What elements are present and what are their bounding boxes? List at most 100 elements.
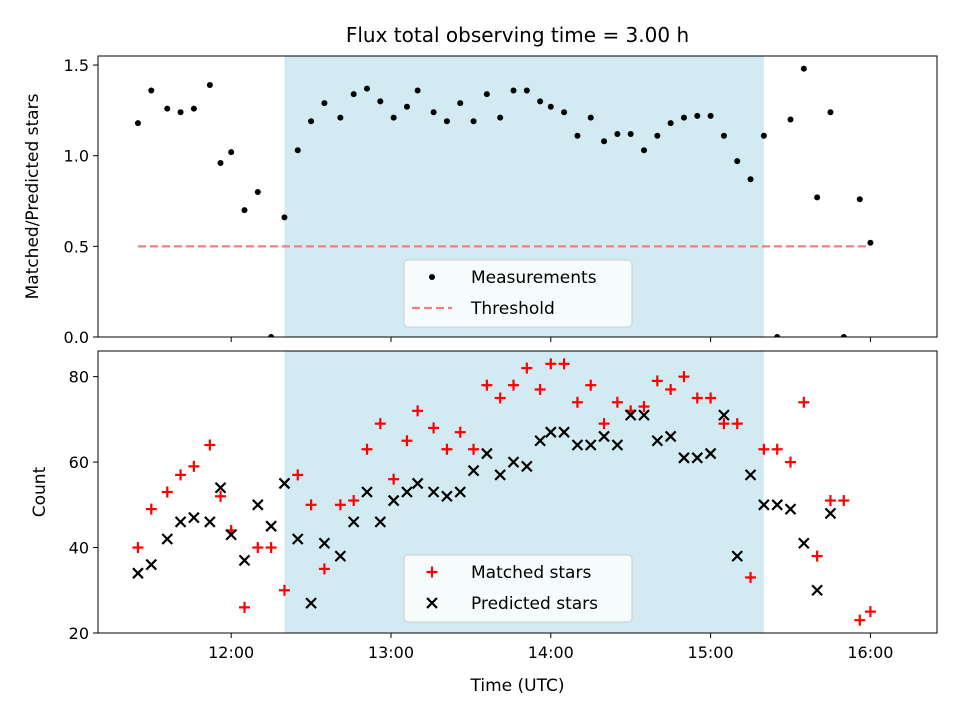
predicted-star-marker — [798, 537, 810, 550]
x-b — [145, 558, 158, 571]
matched-star-marker — [508, 379, 520, 391]
matched-star-marker — [811, 550, 823, 562]
matched-star-marker — [265, 542, 277, 554]
predicted-star-marker — [494, 469, 506, 481]
x-b — [387, 494, 400, 507]
matched-star-marker — [175, 469, 187, 481]
measurement-point — [734, 158, 741, 165]
matched-star-marker — [585, 379, 597, 391]
measurement-point — [177, 109, 184, 116]
measurement-point — [364, 85, 371, 92]
x-b — [481, 447, 493, 460]
matched-star-marker — [745, 571, 757, 583]
predicted-star-marker — [771, 499, 783, 511]
measurement-point — [164, 105, 171, 112]
y-tick-label: 0.0 — [64, 328, 89, 347]
predicted-star-marker — [318, 537, 331, 550]
legend-label: Predicted stars — [471, 594, 598, 614]
predicted-star-marker — [204, 516, 216, 528]
matched-star-marker — [161, 486, 173, 498]
matched-star-marker — [292, 469, 304, 481]
y-tick-label: 60 — [69, 453, 89, 472]
measurement-point — [747, 176, 754, 183]
matched-star-marker — [318, 563, 330, 575]
x-b — [545, 426, 557, 438]
predicted-star-marker — [611, 439, 624, 451]
matched-star-marker — [691, 392, 703, 404]
y-tick-label: 20 — [69, 624, 89, 643]
x-b — [318, 537, 331, 550]
predicted-star-marker — [174, 516, 187, 528]
measurement-point — [457, 100, 464, 107]
predicted-star-marker — [265, 520, 277, 532]
x-b — [188, 511, 200, 524]
matched-star-marker — [388, 473, 400, 485]
predicted-star-marker — [678, 452, 690, 464]
measurement-point — [654, 132, 661, 139]
predicted-star-marker — [387, 494, 400, 507]
x-b — [238, 554, 251, 567]
matched-star-marker — [481, 379, 493, 391]
predicted-star-marker — [534, 434, 546, 447]
measurement-point — [760, 132, 767, 139]
measurement-point — [414, 87, 421, 94]
predicted-star-marker — [521, 460, 533, 473]
x-b — [624, 409, 637, 421]
measurement-point — [377, 98, 384, 105]
x-b — [174, 516, 187, 528]
predicted-star-marker — [507, 456, 520, 468]
x-tick-label: 13:00 — [368, 643, 414, 662]
measurement-point — [268, 334, 275, 337]
predicted-star-marker — [571, 439, 584, 451]
legend-box — [403, 259, 633, 328]
x-b — [718, 409, 730, 421]
measurement-point — [627, 130, 634, 137]
matched-star-marker — [838, 495, 850, 507]
matched-star-marker — [678, 371, 690, 383]
matched-star-marker — [598, 418, 610, 430]
measurement-point — [217, 159, 224, 166]
predicted-star-marker — [481, 447, 493, 460]
x-b — [534, 434, 546, 447]
matched-star-marker — [785, 456, 797, 468]
matched-star-marker — [412, 405, 424, 417]
legend-box — [403, 554, 633, 623]
x-b — [744, 469, 757, 481]
x-b — [291, 533, 304, 545]
matched-star-marker — [705, 392, 717, 404]
measurement-point — [720, 132, 727, 139]
measurement-point — [510, 87, 517, 94]
measurement-point — [587, 114, 594, 121]
x-b — [401, 486, 413, 498]
x-b — [664, 430, 677, 443]
predicted-star-marker — [467, 464, 480, 477]
predicted-star-marker — [188, 511, 200, 524]
y-tick-label: 1.5 — [64, 56, 89, 75]
predicted-star-marker — [454, 486, 467, 498]
matched-star-marker — [468, 443, 480, 455]
x-b — [441, 490, 453, 503]
predicted-star-marker — [558, 426, 570, 438]
matched-star-marker — [374, 418, 386, 430]
x-b — [225, 528, 237, 541]
x-tick-label: 14:00 — [528, 643, 574, 662]
x-tick-label: 12:00 — [208, 643, 254, 662]
legend-label: Measurements — [471, 268, 597, 288]
predicted-star-marker — [758, 499, 770, 511]
x-b — [678, 452, 690, 464]
x-b — [426, 597, 438, 609]
measurement-point — [667, 120, 674, 127]
matched-star-marker — [798, 396, 810, 408]
matched-star-marker — [571, 396, 583, 408]
matched-star-marker — [278, 584, 290, 596]
predicted-star-marker — [145, 558, 158, 571]
x-b — [507, 456, 520, 468]
measurement-point — [483, 91, 490, 98]
matched-star-marker — [545, 358, 557, 370]
matched-star-marker — [864, 606, 876, 618]
predicted-star-marker — [545, 426, 557, 438]
x-tick-label: 16:00 — [847, 643, 893, 662]
predicted-star-marker — [278, 477, 291, 490]
predicted-star-marker — [238, 554, 251, 567]
